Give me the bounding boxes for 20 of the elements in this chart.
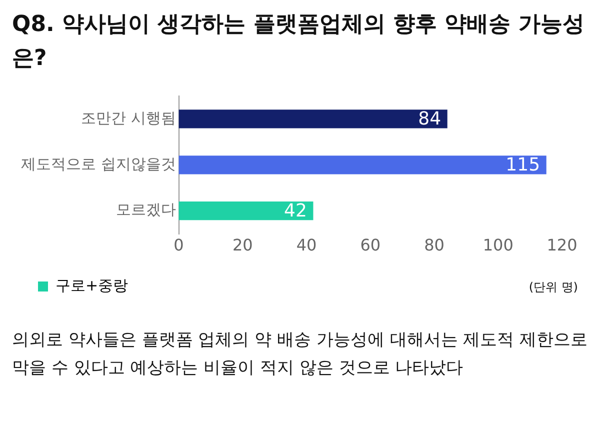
x-tick-label: 40 — [296, 236, 317, 255]
chart-title: Q8. 약사님이 생각하는 플랫폼업체의 향후 약배송 가능성은? — [12, 11, 586, 73]
text: (단위 명) — [528, 279, 578, 296]
text: 의외로 약사들은 플랫폼 업체의 약 배송 가능성에 대해서는 제도적 제한으로 막을 수 있다고 예상하는 비율이 적지 않은 것으로 나타났다 — [11, 329, 589, 380]
y-tick-label: 모르겠다 — [116, 200, 176, 219]
x-tick-label: 20 — [232, 236, 253, 255]
x-tick-label: 100 — [482, 236, 514, 255]
data-label: 115 — [506, 154, 540, 176]
x-tick-label: 120 — [546, 236, 578, 255]
bar — [178, 110, 448, 128]
data-label: 84 — [418, 108, 442, 130]
y-tick-label: 조만간 시행됨 — [80, 108, 176, 127]
data-label: 42 — [284, 200, 307, 222]
legend-label: 구로+중랑 — [56, 276, 128, 294]
y-tick-label: 제도적으로 쉽지않을것 — [20, 154, 176, 173]
bar — [178, 202, 314, 220]
x-tick-label: 0 — [174, 236, 184, 255]
x-tick-label: 80 — [424, 236, 444, 255]
x-tick-label: 60 — [360, 236, 381, 255]
bar — [178, 156, 546, 174]
